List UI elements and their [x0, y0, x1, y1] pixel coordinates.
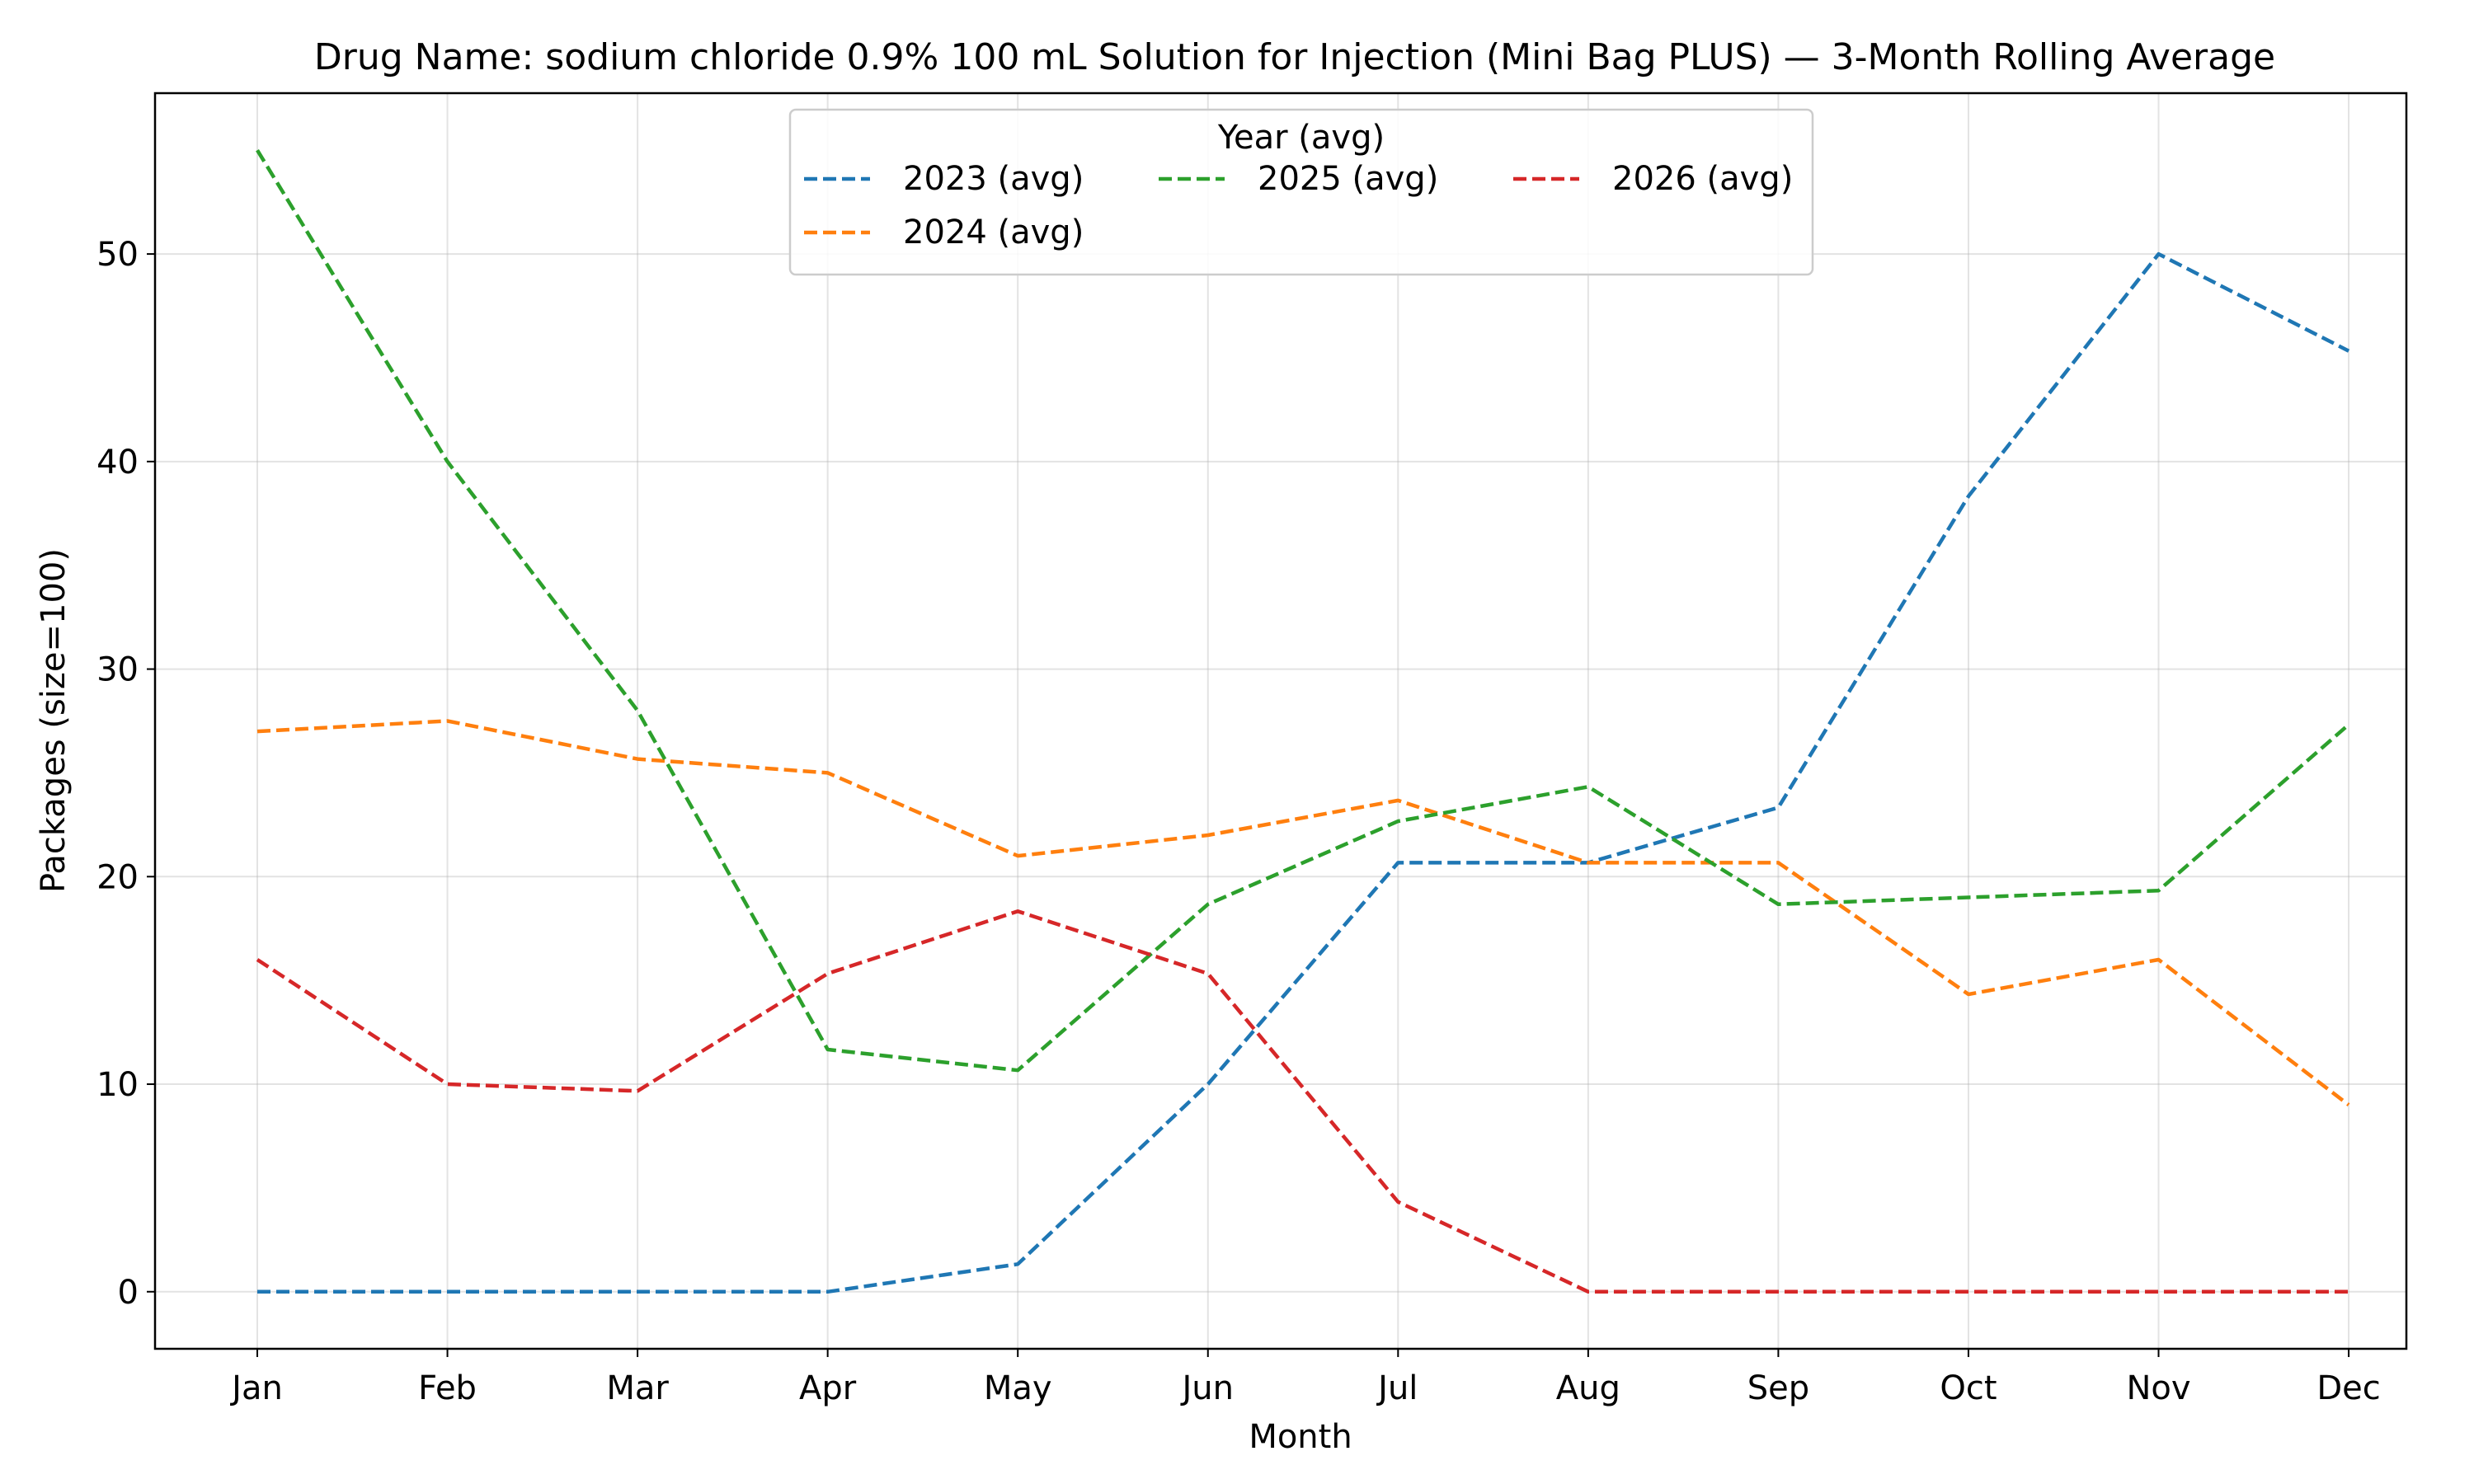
legend-label: 2026 (avg): [1612, 160, 1793, 198]
legend-title: Year (avg): [1217, 119, 1385, 157]
chart-title: Drug Name: sodium chloride 0.9% 100 mL S…: [314, 36, 2275, 78]
y-tick-label: 20: [96, 858, 139, 896]
y-tick-label: 30: [96, 651, 139, 689]
x-tick-label: Jun: [1180, 1369, 1235, 1407]
y-tick-label: 10: [96, 1066, 139, 1104]
x-tick-label: May: [984, 1369, 1052, 1407]
x-tick-label: Jan: [229, 1369, 283, 1407]
legend-item: 2026 (avg): [1513, 160, 1793, 198]
y-tick-label: 40: [96, 444, 139, 481]
x-tick-label: Mar: [606, 1369, 669, 1407]
x-axis-label: Month: [1249, 1418, 1352, 1456]
series-lines: [256, 149, 2350, 1294]
y-axis-label: Packages (size=100): [35, 548, 73, 893]
plot-frame: [153, 92, 2408, 1350]
x-axis: Jan Feb Mar Apr May Jun Jul Aug Sep Oct Nov Dec: [229, 1349, 2381, 1407]
series-line: [256, 719, 2350, 1106]
x-tick-label: Nov: [2126, 1369, 2190, 1407]
legend: Year (avg) 2023 (avg) 2024 (avg) 2025 (avg…: [788, 108, 1814, 276]
y-axis: 0 10 20 30 40 50: [96, 236, 155, 1312]
legend-label: 2023 (avg): [903, 160, 1084, 198]
y-tick-label: 0: [118, 1274, 139, 1312]
x-tick-label: Dec: [2316, 1369, 2380, 1407]
y-tick-label: 50: [96, 236, 139, 274]
legend-item: 2023 (avg): [804, 160, 1084, 198]
series-line: [256, 909, 2349, 1294]
legend-item: 2024 (avg): [804, 214, 1084, 251]
x-tick-label: Apr: [799, 1369, 857, 1407]
x-tick-label: Aug: [1556, 1369, 1620, 1407]
series-line: [256, 149, 2350, 1073]
x-tick-label: Sep: [1747, 1369, 1809, 1407]
legend-label: 2025 (avg): [1258, 160, 1438, 198]
x-tick-label: Jul: [1376, 1369, 1418, 1407]
x-tick-label: Oct: [1940, 1369, 1997, 1407]
grid: [155, 93, 2406, 1349]
legend-box: [788, 108, 1814, 276]
x-tick-label: Feb: [418, 1369, 477, 1407]
legend-item: 2025 (avg): [1159, 160, 1438, 198]
series-line: [257, 251, 2350, 1294]
legend-label: 2024 (avg): [903, 214, 1084, 251]
